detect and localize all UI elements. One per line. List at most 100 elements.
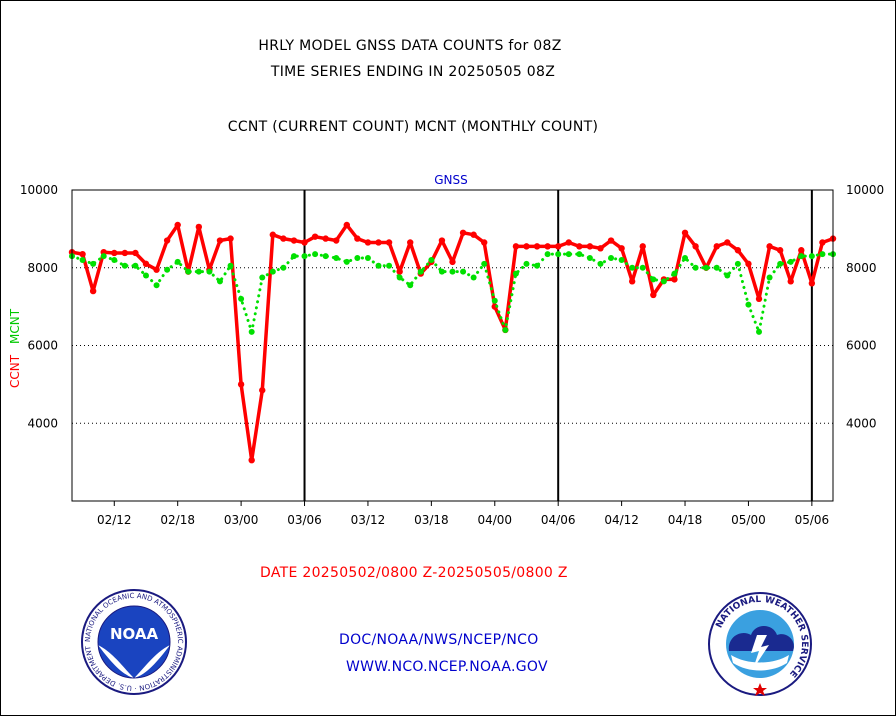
data-point-ccnt [311,233,319,240]
data-point-mcnt [216,278,223,285]
y-tick-label-left: 6000 [27,339,58,353]
data-point-ccnt [89,287,97,295]
x-tick-label: 03/00 [224,513,259,527]
data-point-mcnt [703,264,710,271]
data-point-ccnt [745,260,752,268]
data-point-mcnt [576,251,583,258]
chart-subtitle: CCNT (CURRENT COUNT) MCNT (MONTHLY COUNT… [227,119,599,135]
x-tick-label: 03/18 [414,513,449,527]
data-point-mcnt [396,274,403,281]
data-point-ccnt [576,243,583,250]
data-point-mcnt [534,262,541,269]
data-point-ccnt [681,229,689,236]
data-point-ccnt [438,237,446,244]
data-point-mcnt [417,268,424,275]
data-point-ccnt [819,239,826,246]
data-point-ccnt [237,381,245,388]
series-layer [68,221,837,464]
org-line: DOC/NOAA/NWS/NCEP/NCO [339,632,539,648]
data-point-mcnt [808,253,815,260]
data-point-mcnt [713,264,720,271]
data-point-ccnt [142,260,150,268]
data-point-mcnt [407,282,414,289]
data-point-ccnt [565,239,572,246]
data-point-ccnt [481,239,488,246]
data-point-mcnt [734,260,741,267]
data-point-mcnt [280,264,287,271]
data-point-ccnt [407,239,414,246]
data-point-ccnt [618,245,625,252]
chart-title-line2: TIME SERIES ENDING IN 20250505 08Z [270,64,556,80]
data-point-mcnt [512,270,519,277]
data-point-ccnt [607,237,615,244]
data-point-ccnt [364,239,372,246]
data-point-ccnt [79,250,86,258]
grid-lines [72,267,833,424]
chart-title-line1: HRLY MODEL GNSS DATA COUNTS for 08Z [258,38,562,54]
data-point-mcnt [206,268,213,275]
data-point-mcnt [322,253,329,260]
data-point-ccnt [798,247,805,254]
data-point-mcnt [185,268,192,275]
data-point-mcnt [174,258,181,265]
data-point-ccnt [734,247,742,254]
data-point-ccnt [375,239,382,246]
data-point-ccnt [163,237,171,244]
y-tick-label-right: 6000 [846,339,877,353]
data-point-mcnt [682,255,689,262]
y-tick-label-right: 10000 [846,183,884,197]
plot-area-border [71,189,834,502]
data-point-ccnt [586,243,594,250]
data-point-ccnt [248,456,255,464]
data-point-mcnt [787,258,794,265]
data-point-mcnt [111,256,118,263]
x-tick-labels: 02/12 02/18 03/00 03/06 03/12 03/18 04/00 04/06… [97,501,829,527]
data-point-ccnt [396,268,403,275]
data-point-ccnt [470,231,477,238]
data-point-mcnt [629,264,636,271]
x-tick-label: 03/12 [351,513,386,527]
data-point-ccnt [766,243,773,250]
data-point-ccnt [755,295,763,303]
data-point-ccnt [449,258,456,266]
data-point-ccnt [385,239,393,246]
data-point-mcnt [153,282,160,289]
plot-title: GNSS [434,173,468,187]
data-point-ccnt [121,249,129,257]
noaa-logo-icon: NATIONAL OCEANIC AND ATMOSPHERIC ADMINIS… [80,589,187,695]
data-point-mcnt [364,255,371,262]
data-point-mcnt [343,258,350,265]
data-point-mcnt [333,255,340,262]
data-point-mcnt [142,272,149,279]
data-point-ccnt [459,229,467,236]
data-point-ccnt [269,231,277,238]
data-point-ccnt [290,237,298,244]
data-point-ccnt [639,243,646,250]
data-point-ccnt [174,221,181,229]
data-point-ccnt [628,278,636,285]
data-point-mcnt [248,328,255,335]
x-tick-label: 05/00 [731,513,766,527]
data-point-mcnt [608,255,615,262]
x-tick-label: 04/00 [477,513,512,527]
y-tick-label-left: 4000 [27,416,58,430]
data-point-ccnt [597,245,604,252]
data-point-ccnt [776,247,784,254]
data-point-mcnt [132,262,139,269]
data-point-mcnt [618,256,625,263]
data-point-mcnt [428,256,435,263]
data-point-mcnt [555,251,562,258]
data-point-mcnt [544,251,551,258]
x-tick-label: 03/06 [287,513,322,527]
data-point-mcnt [100,253,107,260]
data-point-ccnt [354,235,361,242]
data-point-ccnt [713,243,720,250]
data-point-ccnt [227,235,234,242]
data-point-mcnt [164,266,171,273]
data-point-ccnt [724,239,731,246]
data-point-mcnt [565,251,572,258]
data-point-ccnt [544,243,551,250]
x-tick-label: 05/06 [795,513,830,527]
data-point-mcnt [756,328,763,335]
